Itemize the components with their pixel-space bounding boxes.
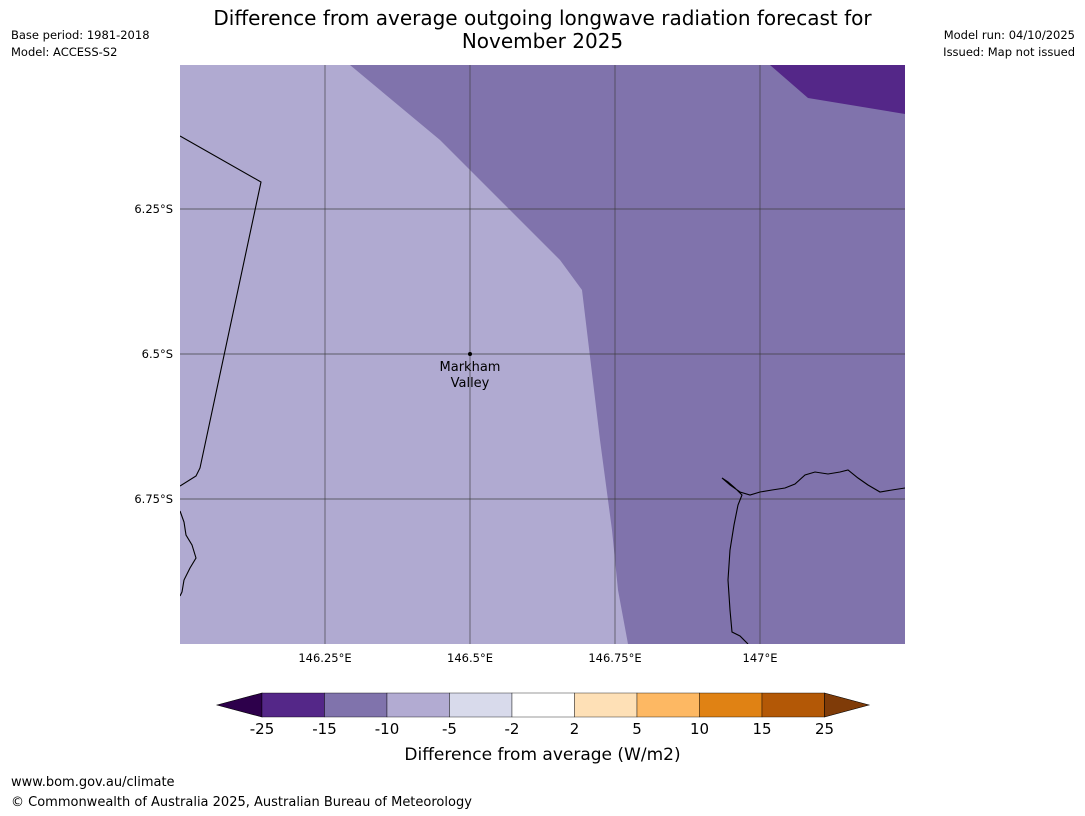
- colorbar-tick: 5: [632, 720, 642, 738]
- header-meta-right: Model run: 04/10/2025 Issued: Map not is…: [943, 27, 1075, 61]
- coastline-east-river: [721, 469, 905, 644]
- colorbar-extend-low: [215, 692, 263, 718]
- longitude-label: 146.75°E: [588, 651, 642, 665]
- latitude-label: 6.25°S: [134, 202, 173, 216]
- colorbar-bin: [511, 692, 575, 718]
- colorbar-bin: [574, 692, 638, 718]
- colorbar-tick: -25: [249, 720, 275, 738]
- colorbar-bin: [386, 692, 450, 718]
- colorbar-extend-high: [824, 692, 871, 718]
- colorbar-label: Difference from average (W/m2): [404, 745, 681, 765]
- colorbar-tick: 25: [814, 720, 835, 738]
- place-marker: [468, 352, 472, 356]
- coastline-west: [180, 510, 197, 597]
- colorbar-bin: [636, 692, 700, 718]
- colorbar-bin: [449, 692, 513, 718]
- colorbar-tick: -15: [312, 720, 337, 738]
- colorbar-tick: 15: [752, 720, 772, 738]
- map-title: Difference from average outgoing longwav…: [180, 7, 905, 53]
- colorbar-tick: 2: [569, 720, 580, 738]
- colorbar-tick: -5: [442, 720, 457, 738]
- model-text: Model: ACCESS-S2: [11, 45, 118, 59]
- longitude-label: 146.5°E: [447, 651, 493, 665]
- issued-text: Issued: Map not issued: [943, 45, 1075, 59]
- map-gridlines: [180, 65, 905, 644]
- colorbar-bin: [324, 692, 388, 718]
- base-period-text: Base period: 1981-2018: [11, 28, 150, 42]
- footer-copyright: © Commonwealth of Australia 2025, Austra…: [11, 795, 472, 810]
- colorbar-bin: [699, 692, 763, 718]
- longitude-label: 146.25°E: [298, 651, 352, 665]
- footer-url-link[interactable]: www.bom.gov.au/climate: [11, 775, 175, 790]
- place-name-line1: Markham: [439, 360, 501, 375]
- colorbar-bin: [761, 692, 825, 718]
- header-meta-left: Base period: 1981-2018 Model: ACCESS-S2: [11, 27, 150, 61]
- map-title-line2: November 2025: [461, 29, 624, 53]
- colorbar-tick: -10: [374, 720, 400, 738]
- model-run-text: Model run: 04/10/2025: [943, 28, 1075, 42]
- latitude-label: 6.75°S: [134, 492, 173, 506]
- colorbar-tick: 10: [689, 720, 710, 738]
- map-region-dark: [770, 65, 905, 114]
- map-boundaries: [180, 135, 905, 644]
- longitude-label: 147°E: [742, 651, 778, 665]
- place-name-line2: Valley: [450, 376, 490, 391]
- provincial-border: [180, 135, 262, 487]
- colorbar-tick: -2: [504, 720, 520, 738]
- latitude-label: 6.5°S: [141, 347, 173, 361]
- colorbar-bin: [261, 692, 325, 718]
- map-title-line1: Difference from average outgoing longwav…: [213, 6, 872, 30]
- place-label: Markham Valley: [420, 360, 520, 392]
